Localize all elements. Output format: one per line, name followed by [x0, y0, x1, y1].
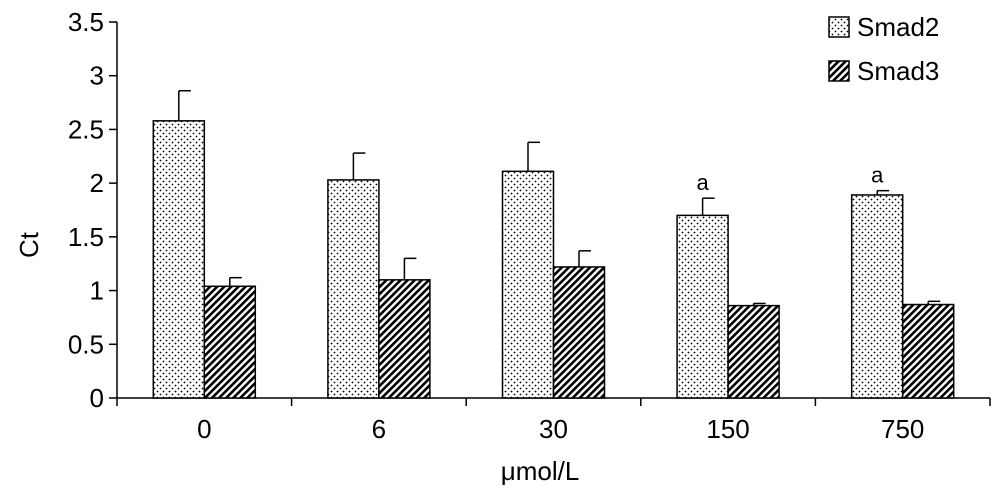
- bar-smad3-6: [378, 279, 431, 399]
- x-tick-label: 0: [197, 414, 211, 444]
- legend-swatch-smad3: [828, 60, 850, 82]
- y-tick-label: 0.5: [68, 329, 104, 359]
- x-tick-label: 30: [539, 414, 568, 444]
- bar-smad3-150: [727, 304, 780, 399]
- legend-label-smad2: Smad2: [857, 12, 939, 42]
- significance-annotation: a: [696, 170, 709, 195]
- bar-smad2-750: [850, 194, 904, 399]
- y-tick-label: 2.5: [68, 114, 104, 144]
- x-tick-label: 150: [706, 414, 749, 444]
- y-tick-label: 3: [90, 61, 104, 91]
- legend: Smad2 Smad3: [828, 12, 939, 86]
- bar-smad2-30: [501, 170, 555, 399]
- bar-smad2-150: [676, 214, 729, 399]
- x-axis: 0 6 30 150 750: [116, 397, 991, 444]
- bar-smad2-6: [327, 179, 380, 399]
- y-tick-label: 3.5: [68, 7, 104, 37]
- bar-smad3-750: [901, 303, 955, 399]
- bar-smad2-0: [152, 120, 206, 399]
- x-tick-label: 750: [881, 414, 924, 444]
- x-tick-label: 6: [372, 414, 386, 444]
- legend-swatch-smad2: [828, 16, 850, 38]
- bars: [152, 120, 955, 399]
- y-axis: 0 0.5 1 1.5 2 2.5 3 3.5: [68, 7, 118, 413]
- x-axis-label: μmol/L: [501, 456, 580, 486]
- y-tick-label: 1.5: [68, 222, 104, 252]
- legend-label-smad3: Smad3: [857, 56, 939, 86]
- y-tick-label: 0: [90, 383, 104, 413]
- bar-smad3-30: [552, 266, 606, 399]
- error-bars: [178, 90, 941, 306]
- y-tick-label: 1: [90, 276, 104, 306]
- significance-annotation: a: [871, 163, 884, 188]
- y-tick-label: 2: [90, 168, 104, 198]
- bar-smad3-0: [203, 285, 257, 399]
- y-axis-label: Ct: [14, 231, 44, 258]
